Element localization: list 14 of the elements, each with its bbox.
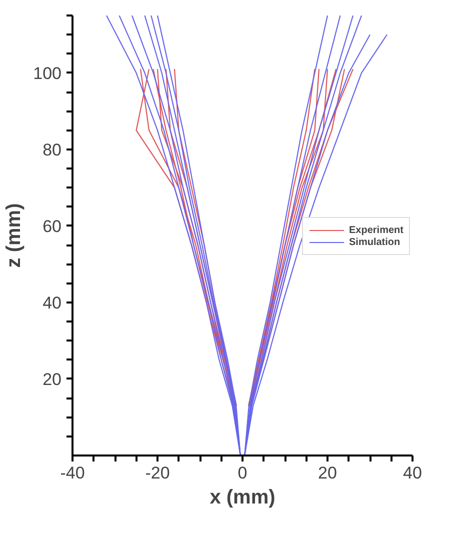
x-tick-label: -20 <box>145 464 170 482</box>
y-tick-label: 80 <box>42 140 62 160</box>
legend-label: Simulation <box>349 236 400 248</box>
legend-label: Experiment <box>349 224 404 236</box>
y-tick-label: 40 <box>42 293 62 312</box>
y-tick-label: 60 <box>42 216 62 236</box>
x-tick-label: -40 <box>60 464 85 482</box>
x-tick-label: 20 <box>318 464 337 482</box>
x-axis-title: x (mm) <box>210 486 276 508</box>
y-tick-label: 20 <box>42 370 62 389</box>
x-tick-label: 40 <box>403 464 422 482</box>
y-tick-label: 100 <box>33 64 62 83</box>
x-tick-label: 0 <box>238 464 248 482</box>
y-axis-title: z (mm) <box>3 203 26 268</box>
